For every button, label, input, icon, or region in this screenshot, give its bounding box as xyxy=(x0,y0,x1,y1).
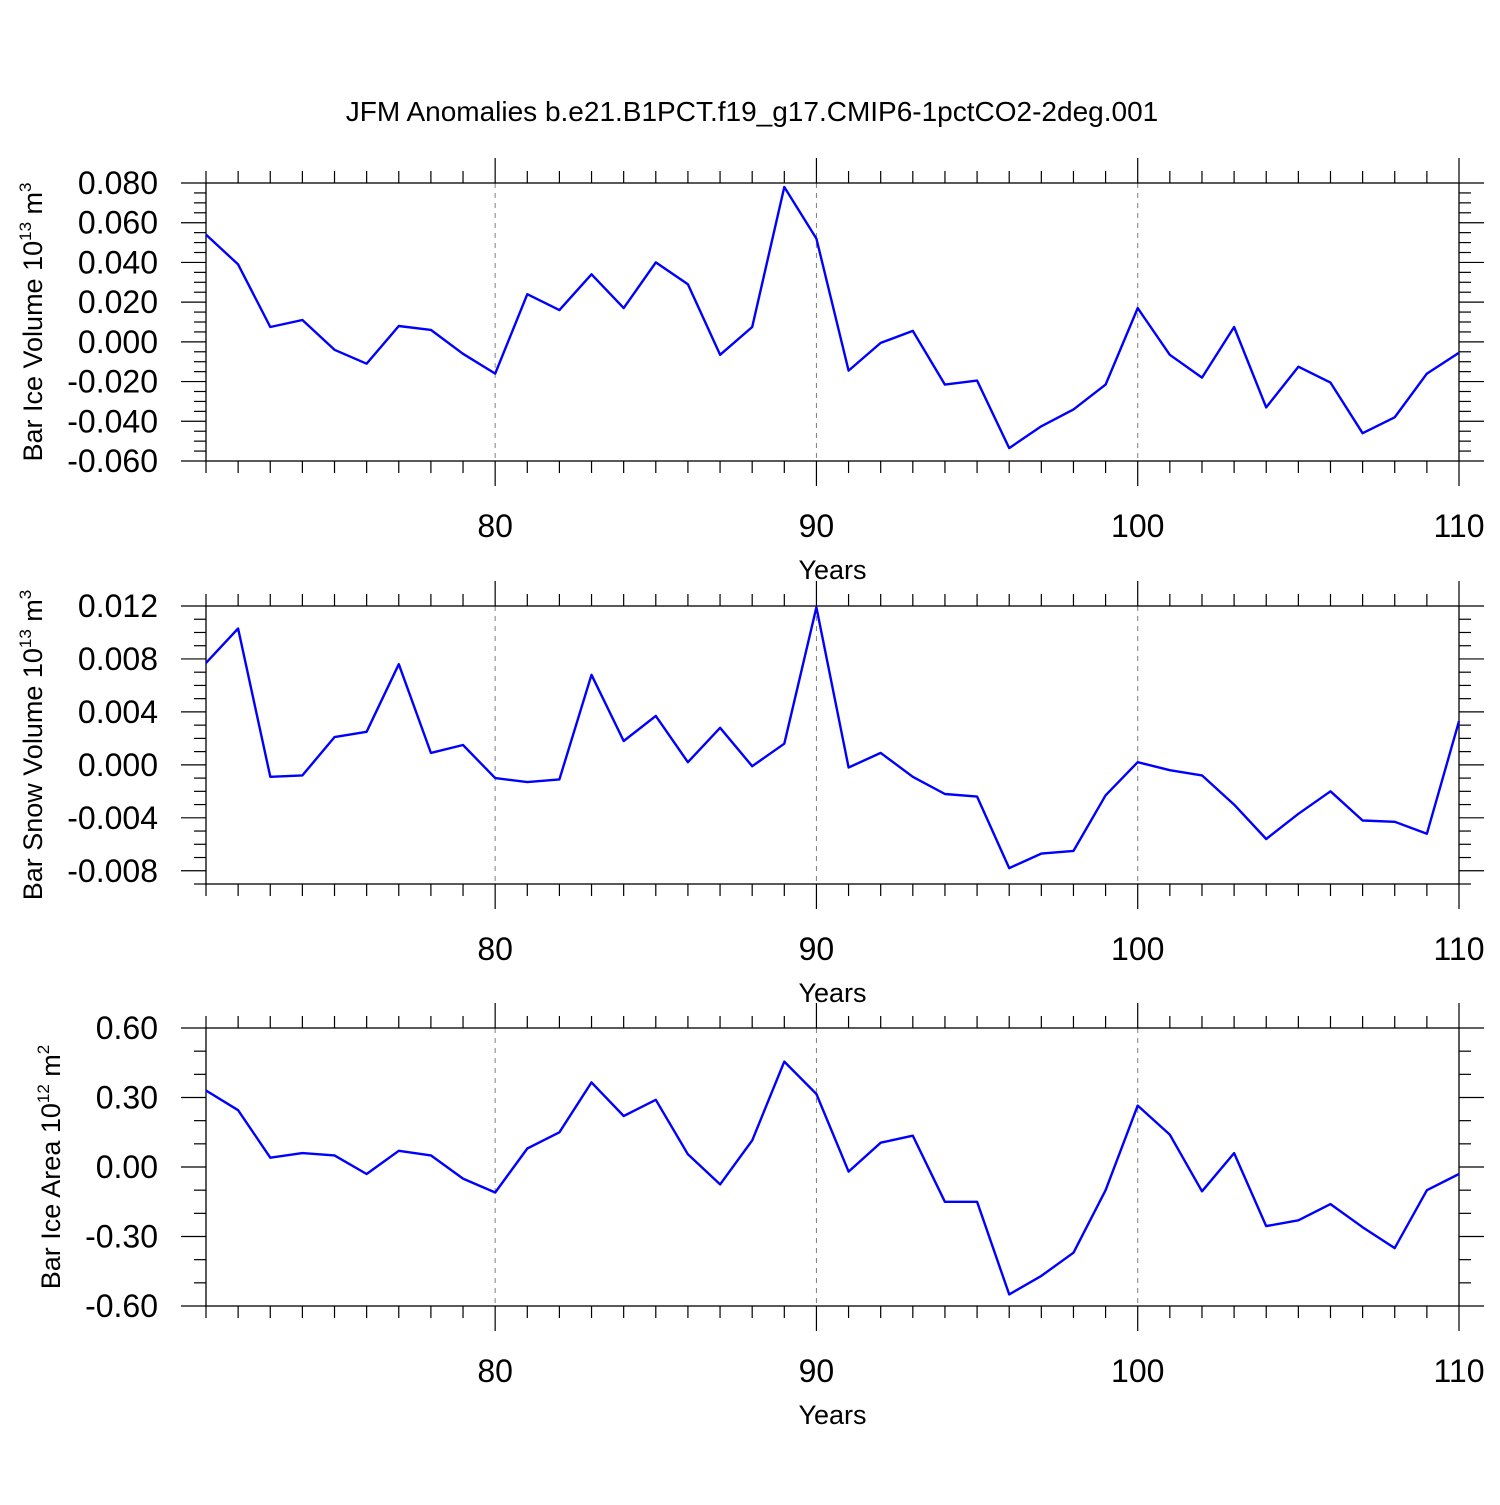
panel-3-series-line xyxy=(205,1060,1460,1296)
panel-2-y-tick-label: 0.004 xyxy=(78,694,158,730)
panel-2-plot-frame xyxy=(205,605,1460,885)
panel-3-x-tick-label: 110 xyxy=(1433,1353,1484,1389)
panel-3-x-tick-label: 90 xyxy=(799,1353,835,1389)
panel-1-y-tick-label: 0.080 xyxy=(78,165,158,201)
panel-1-y-axis-title: Bar Ice Volume 1013 m3 xyxy=(16,182,48,461)
panel-2-y-tick-label: -0.004 xyxy=(67,800,158,836)
panel-1-y-tick-label: -0.040 xyxy=(67,403,158,439)
panel-2-y-tick-label: 0.012 xyxy=(78,588,158,624)
panel-2-x-tick-label: 80 xyxy=(477,931,513,967)
panel-1-y-tick-label: -0.020 xyxy=(67,364,158,400)
figure-title: JFM Anomalies b.e21.B1PCT.f19_g17.CMIP6-… xyxy=(346,96,1158,127)
panel-3-y-tick-label: -0.60 xyxy=(85,1288,158,1324)
panel-2-y-tick-label: 0.000 xyxy=(78,747,158,783)
panel-2-y-tick-label: -0.008 xyxy=(67,853,158,889)
panel-3-plot-frame xyxy=(205,1027,1460,1307)
panel-3-y-axis-title: Bar Ice Area 1012 m2 xyxy=(34,1045,66,1290)
panel-3-y-tick-label: -0.30 xyxy=(85,1219,158,1255)
panel-1-y-tick-label: 0.000 xyxy=(78,324,158,360)
panel-1-y-tick-label: 0.020 xyxy=(78,284,158,320)
panel-1-x-tick-label: 80 xyxy=(477,508,513,544)
panel-2-y-tick-label: 0.008 xyxy=(78,641,158,677)
panel-1-x-tick-label: 90 xyxy=(799,508,835,544)
panel-3-x-axis-title: Years xyxy=(798,1400,866,1430)
panel-1-x-tick-label: 110 xyxy=(1433,508,1484,544)
panel-1-x-axis-title: Years xyxy=(798,555,866,585)
panel-1-plot-frame xyxy=(205,182,1460,462)
panel-3-y-tick-label: 0.30 xyxy=(96,1080,158,1116)
panel-1-x-tick-label: 100 xyxy=(1111,508,1164,544)
panel-2-x-tick-label: 100 xyxy=(1111,931,1164,967)
panel-1-series-line xyxy=(205,185,1460,450)
panel-2-y-axis-title: Bar Snow Volume 1013 m3 xyxy=(16,590,48,901)
panel-3-y-tick-label: 0.00 xyxy=(96,1149,158,1185)
panel-3-x-tick-label: 80 xyxy=(477,1353,513,1389)
panel-3-y-tick-label: 0.60 xyxy=(96,1010,158,1046)
panel-1-y-tick-label: -0.060 xyxy=(67,443,158,479)
panel-1-y-tick-label: 0.040 xyxy=(78,244,158,280)
panel-2-x-tick-label: 110 xyxy=(1433,931,1484,967)
panel-1-y-tick-label: 0.060 xyxy=(78,205,158,241)
panel-2-x-axis-title: Years xyxy=(798,978,866,1008)
panel-2-x-tick-label: 90 xyxy=(799,931,835,967)
panel-3-x-tick-label: 100 xyxy=(1111,1353,1164,1389)
panel-2-series-line xyxy=(205,606,1461,870)
